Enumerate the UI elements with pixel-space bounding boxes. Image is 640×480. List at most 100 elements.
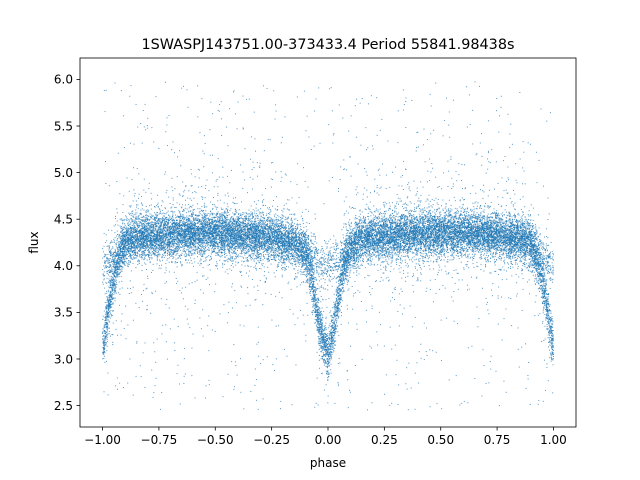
data-point <box>119 272 121 274</box>
data-point <box>510 233 512 235</box>
data-point <box>340 266 342 268</box>
data-point <box>546 228 548 230</box>
data-point <box>495 271 497 273</box>
data-point <box>151 226 153 228</box>
data-point <box>286 236 288 238</box>
data-point <box>420 208 422 210</box>
data-point <box>288 227 290 229</box>
data-point <box>536 281 538 283</box>
data-point <box>226 322 228 324</box>
data-point <box>388 258 390 260</box>
data-point <box>449 136 451 138</box>
data-point <box>157 215 159 217</box>
data-point <box>186 235 188 237</box>
data-point <box>177 248 179 250</box>
data-point <box>313 271 315 273</box>
data-point <box>201 256 203 258</box>
data-point <box>225 253 227 255</box>
data-point <box>267 258 269 260</box>
data-point <box>367 103 369 105</box>
data-point <box>257 229 259 231</box>
data-point <box>314 297 316 299</box>
data-point <box>490 248 492 250</box>
data-point <box>259 212 261 214</box>
data-point <box>162 217 164 219</box>
data-point <box>346 256 348 258</box>
data-point <box>365 127 367 129</box>
data-point <box>206 226 208 228</box>
data-point <box>442 135 444 137</box>
data-point <box>280 259 282 261</box>
data-point <box>331 110 333 112</box>
data-point <box>246 212 248 214</box>
data-point <box>293 243 295 245</box>
data-point <box>538 248 540 250</box>
data-point <box>451 224 453 226</box>
data-point <box>547 306 549 308</box>
data-point <box>453 291 455 293</box>
data-point <box>306 248 308 250</box>
data-point <box>360 232 362 234</box>
data-point <box>406 263 408 265</box>
data-point <box>300 242 302 244</box>
data-point <box>181 228 183 230</box>
data-point <box>271 228 273 230</box>
data-point <box>276 196 278 198</box>
data-point <box>223 252 225 254</box>
data-point <box>315 314 317 316</box>
data-point <box>411 237 413 239</box>
data-point <box>337 290 339 292</box>
data-point <box>163 241 165 243</box>
data-point <box>201 243 203 245</box>
data-point <box>218 238 220 240</box>
data-point <box>180 217 182 219</box>
data-point <box>429 349 431 351</box>
data-point <box>192 209 194 211</box>
data-point <box>154 229 156 230</box>
data-point <box>529 237 531 239</box>
data-point <box>438 242 440 244</box>
data-point <box>509 240 511 242</box>
data-point <box>120 238 122 240</box>
data-point <box>552 349 554 351</box>
data-point <box>299 243 301 245</box>
data-point <box>348 252 350 254</box>
data-point <box>550 241 552 243</box>
data-point <box>414 249 416 251</box>
data-point <box>320 335 322 337</box>
data-point <box>522 141 524 143</box>
data-point <box>372 248 374 250</box>
data-point <box>389 249 391 251</box>
data-point <box>263 226 265 228</box>
data-point <box>552 278 554 280</box>
data-point <box>505 222 507 224</box>
data-point <box>385 249 387 251</box>
data-point <box>450 233 452 235</box>
data-point <box>541 247 542 249</box>
data-point <box>373 242 375 244</box>
data-point <box>190 260 192 262</box>
data-point <box>335 290 337 292</box>
data-point <box>209 284 211 286</box>
data-point <box>317 317 319 319</box>
data-point <box>197 203 199 205</box>
data-point <box>493 238 495 240</box>
data-point <box>110 275 112 277</box>
data-point <box>509 266 511 268</box>
data-point <box>261 201 263 203</box>
data-point <box>355 194 357 196</box>
data-point <box>466 255 468 257</box>
data-point <box>520 219 522 221</box>
data-point <box>516 248 518 250</box>
data-point <box>242 224 244 226</box>
data-point <box>198 242 200 244</box>
data-point <box>385 277 387 279</box>
data-point <box>138 223 140 225</box>
data-point <box>536 253 538 255</box>
data-point <box>440 214 442 216</box>
data-point <box>177 241 179 243</box>
data-point <box>378 247 380 249</box>
data-point <box>400 237 402 239</box>
data-point <box>455 251 457 253</box>
data-point <box>310 270 312 272</box>
